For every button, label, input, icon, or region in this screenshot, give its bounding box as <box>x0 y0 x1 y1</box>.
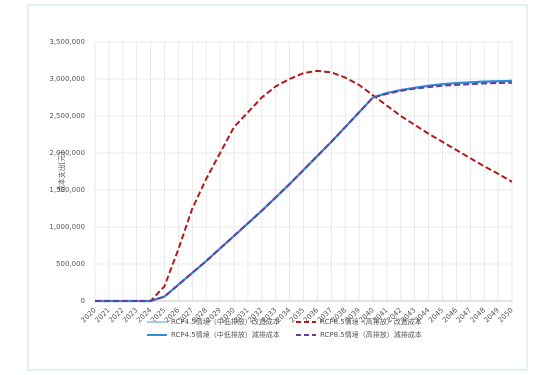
y-tick-label: 1,000,000 <box>49 223 85 231</box>
legend-label: RCP4.5情境（中低排放）改造成本 <box>171 317 280 326</box>
y-tick-label: 1,500,000 <box>49 186 85 194</box>
y-tick-label: 500,000 <box>56 260 85 268</box>
legend-label: RCP4.5情境（中低排放）減排成本 <box>171 330 280 339</box>
y-tick-label: 2,000,000 <box>49 149 85 157</box>
chart-frame <box>27 4 528 371</box>
y-tick-label: 3,500,000 <box>49 38 85 46</box>
series-line <box>95 69 513 302</box>
y-tick-label: 2,500,000 <box>49 112 85 120</box>
legend-label: RCP8.5情境（高排放）改造成本 <box>320 317 422 326</box>
y-tick-label: 0 <box>81 297 85 305</box>
y-tick-label: 3,000,000 <box>49 75 85 83</box>
y-axis-label: 成本支出[元] <box>57 152 66 193</box>
series-line <box>95 79 513 303</box>
legend-label: RCP8.5情境（高排放）減排成本 <box>320 330 422 339</box>
